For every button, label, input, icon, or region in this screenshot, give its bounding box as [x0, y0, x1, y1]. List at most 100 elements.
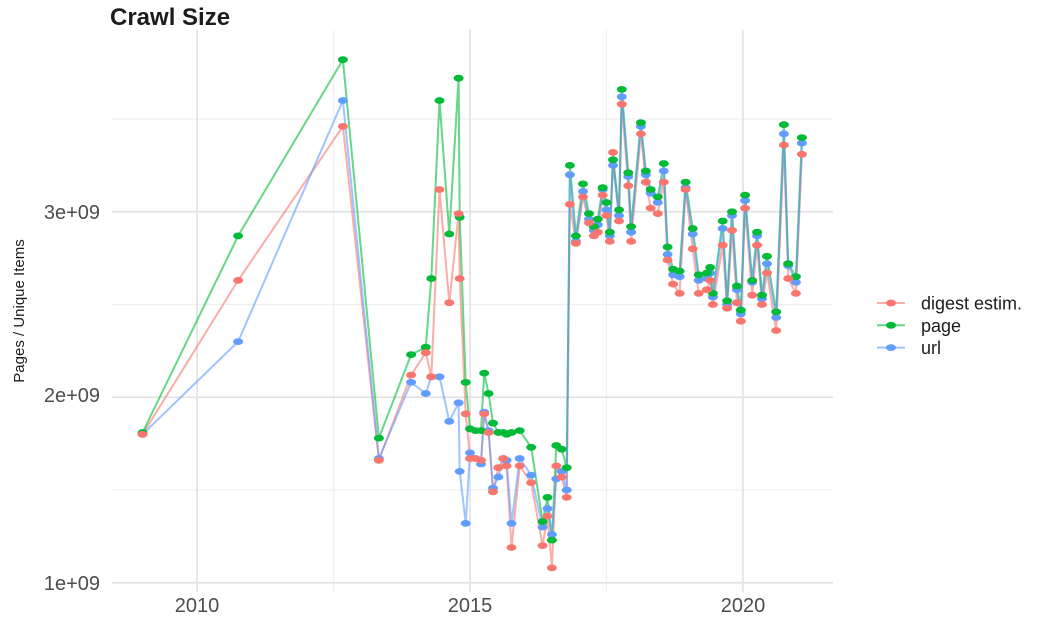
data-point-url [337, 97, 348, 104]
data-point-page [483, 390, 494, 397]
data-point-url [616, 93, 627, 101]
data-point-digest-estim [488, 488, 498, 496]
data-point-url [233, 338, 244, 345]
data-point-page [771, 308, 782, 316]
data-point-page [556, 445, 567, 453]
data-point-page [640, 167, 651, 175]
data-point-digest-estim [454, 275, 465, 282]
data-point-digest-estim [727, 226, 737, 234]
data-point-digest-estim [614, 217, 624, 225]
data-point-url [453, 399, 464, 407]
data-point-digest-estim [233, 277, 244, 284]
major-gridlines [112, 30, 833, 592]
data-point-page [233, 232, 244, 240]
data-point-url [454, 468, 465, 475]
data-point-page [561, 464, 572, 472]
data-point-page [623, 169, 634, 177]
data-point-digest-estim [444, 299, 455, 307]
data-point-digest-estim [790, 290, 801, 297]
data-point-digest-estim [668, 280, 679, 288]
data-point-url [614, 212, 624, 219]
series-lines [141, 58, 803, 569]
data-point-digest-estim [623, 182, 634, 190]
legend-label: url [921, 338, 941, 358]
data-point-digest-estim [717, 241, 728, 249]
data-point-digest-estim [752, 241, 763, 249]
data-point-page [740, 191, 751, 199]
data-point-page [701, 269, 712, 277]
data-point-digest-estim [460, 410, 471, 418]
data-point-url [662, 251, 673, 258]
data-point-digest-estim [783, 275, 794, 282]
data-point-digest-estim [137, 430, 148, 438]
data-point-page [406, 351, 417, 358]
data-point-page [614, 206, 624, 214]
data-point-page [796, 134, 807, 142]
data-point-digest-estim [498, 455, 509, 462]
data-point-digest-estim [722, 304, 733, 312]
data-point-digest-estim [680, 186, 691, 193]
data-point-digest-estim [526, 479, 537, 486]
data-point-digest-estim [705, 277, 716, 284]
data-point-page [747, 277, 758, 284]
data-point-digest-estim [578, 193, 588, 201]
data-point-digest-estim [701, 286, 712, 294]
data-point-page [584, 210, 594, 218]
y-tick-label: 1e+09 [44, 573, 100, 595]
data-point-url [542, 505, 553, 512]
data-point-url [444, 418, 455, 425]
data-point-digest-estim [652, 210, 663, 218]
legend-label: digest estim. [921, 294, 1022, 314]
data-point-url [514, 455, 525, 462]
series-line-page [141, 58, 803, 542]
data-point-url [652, 199, 663, 206]
x-tick-label: 2020 [721, 595, 766, 617]
data-point-digest-estim [616, 100, 627, 108]
data-point-digest-estim [493, 464, 504, 472]
data-point-url [465, 449, 475, 457]
data-point-digest-estim [687, 245, 698, 253]
data-point-digest-estim [796, 150, 807, 158]
data-point-digest-estim [501, 462, 512, 470]
data-point-digest-estim [537, 542, 548, 549]
data-point-digest-estim [662, 256, 673, 264]
data-point-digest-estim [608, 149, 618, 156]
data-point-digest-estim [601, 212, 612, 219]
data-point-url [626, 228, 637, 236]
data-point-page [778, 121, 789, 128]
data-point-page [578, 180, 588, 188]
data-point-page [626, 223, 637, 231]
series-line-url [141, 95, 803, 536]
data-point-digest-estim [731, 299, 742, 307]
data-point-digest-estim [426, 373, 437, 381]
data-point-digest-estim [561, 494, 572, 501]
data-point-digest-estim [747, 291, 758, 299]
data-point-digest-estim [564, 200, 575, 208]
data-point-digest-estim [635, 130, 646, 138]
data-point-page [597, 184, 608, 192]
legend-item-url: url [877, 338, 941, 358]
data-point-page [693, 271, 704, 279]
data-point-page [783, 260, 794, 268]
data-point-digest-estim [762, 269, 772, 277]
data-point-digest-estim [453, 210, 464, 218]
chart-title: Crawl Size [110, 4, 230, 31]
data-point-page [373, 434, 384, 442]
data-point-page [453, 74, 464, 82]
data-point-page [608, 156, 618, 164]
data-point-url [406, 379, 417, 386]
data-point-digest-estim [707, 301, 718, 308]
data-point-digest-estim [570, 239, 581, 247]
data-point-digest-estim [626, 238, 637, 245]
data-point-page [488, 419, 498, 427]
data-point-page [752, 228, 763, 236]
data-point-page [662, 243, 673, 251]
data-point-url [790, 278, 801, 286]
data-point-page [674, 267, 685, 275]
data-point-url [537, 523, 548, 531]
data-point-url [561, 486, 572, 494]
data-point-digest-estim [604, 238, 615, 245]
data-point-page [542, 494, 553, 501]
data-point-url [687, 230, 698, 238]
data-point-url [578, 188, 588, 195]
